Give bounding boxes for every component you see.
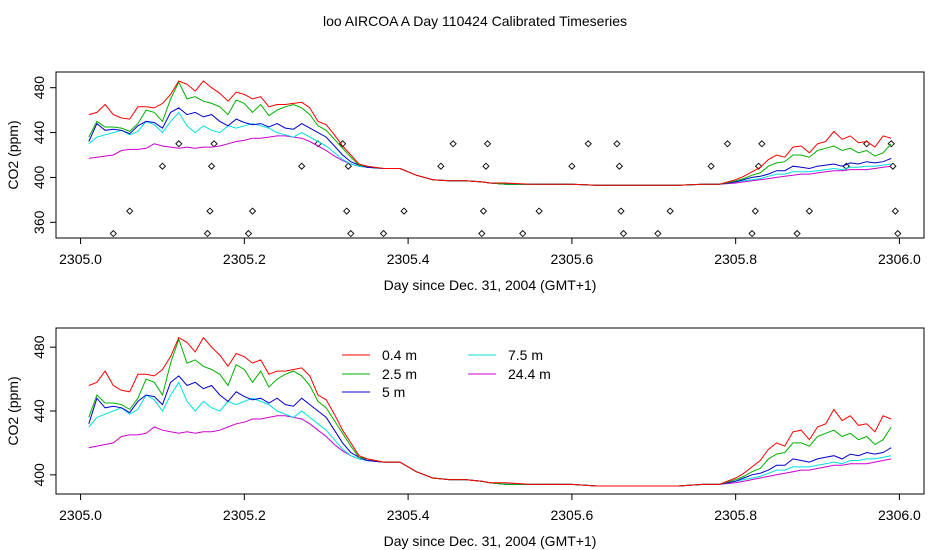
data-marker bbox=[478, 229, 486, 238]
data-marker bbox=[793, 229, 801, 238]
panel-2-y-label: CO2 (ppm) bbox=[5, 376, 21, 445]
panel-2: 400 440 480 2305.0 2305.2 2305.4 2305.6 2305.8… bbox=[5, 327, 925, 549]
panel-1-x-label: Day since Dec. 31, 2004 (GMT+1) bbox=[384, 277, 597, 293]
x-tick-label: 2305.8 bbox=[714, 251, 757, 267]
y-tick-label: 400 bbox=[31, 463, 47, 487]
data-marker bbox=[748, 229, 756, 238]
panel-1-x-ticks: 2305.0 2305.2 2305.4 2305.6 2305.8 2306.0 bbox=[59, 238, 921, 267]
data-marker bbox=[894, 229, 902, 238]
panel-2-x-ticks: 2305.0 2305.2 2305.4 2305.6 2305.8 2306.0 bbox=[59, 494, 921, 523]
data-marker bbox=[343, 207, 351, 215]
x-tick-label: 2305.8 bbox=[714, 507, 757, 523]
data-marker bbox=[568, 162, 576, 170]
data-marker bbox=[519, 229, 527, 238]
data-marker bbox=[298, 162, 306, 170]
panel-1-lines bbox=[88, 80, 892, 186]
data-marker bbox=[210, 140, 218, 148]
panel-1-frame bbox=[55, 71, 925, 239]
panel-1-y-ticks: 360 400 440 480 bbox=[31, 76, 56, 234]
data-marker bbox=[805, 207, 813, 215]
data-marker bbox=[175, 140, 183, 148]
series-line-7-5-m bbox=[88, 111, 892, 186]
legend-label: 24.4 m bbox=[508, 366, 551, 382]
series-line-0-4-m bbox=[88, 80, 892, 186]
data-marker bbox=[244, 229, 253, 238]
data-marker bbox=[400, 207, 408, 215]
data-marker bbox=[207, 162, 216, 170]
panel-2-x-label: Day since Dec. 31, 2004 (GMT+1) bbox=[384, 533, 597, 549]
legend-label: 5 m bbox=[382, 384, 405, 400]
panel-2-lines bbox=[88, 336, 892, 487]
y-tick-label: 440 bbox=[31, 121, 47, 145]
data-marker bbox=[887, 140, 895, 148]
y-tick-label: 360 bbox=[31, 210, 47, 234]
data-marker bbox=[437, 162, 445, 170]
data-marker bbox=[891, 207, 899, 215]
x-tick-label: 2305.2 bbox=[223, 507, 266, 523]
data-marker bbox=[666, 207, 674, 215]
x-tick-label: 2305.0 bbox=[59, 251, 102, 267]
data-marker bbox=[344, 162, 352, 170]
data-marker bbox=[379, 229, 388, 238]
x-tick-label: 2305.6 bbox=[550, 251, 593, 267]
x-tick-label: 2306.0 bbox=[878, 251, 921, 267]
x-tick-label: 2305.6 bbox=[550, 507, 593, 523]
y-tick-label: 480 bbox=[31, 335, 47, 359]
data-marker bbox=[248, 207, 257, 215]
x-tick-label: 2306.0 bbox=[878, 507, 921, 523]
data-marker bbox=[723, 140, 732, 148]
legend-label: 0.4 m bbox=[382, 347, 417, 363]
panel-2-y-ticks: 400 440 480 bbox=[31, 335, 56, 487]
panel-2-frame bbox=[55, 327, 925, 495]
y-tick-label: 440 bbox=[31, 399, 47, 423]
legend-label: 2.5 m bbox=[382, 366, 417, 382]
data-marker bbox=[482, 162, 490, 170]
data-marker bbox=[203, 229, 212, 238]
y-tick-label: 480 bbox=[31, 76, 47, 100]
data-marker bbox=[707, 162, 715, 170]
data-marker bbox=[615, 162, 624, 170]
data-marker bbox=[158, 162, 167, 170]
data-marker bbox=[754, 162, 763, 170]
series-line-2-5-m bbox=[88, 337, 892, 487]
legend-label: 7.5 m bbox=[508, 347, 543, 363]
data-marker bbox=[449, 140, 457, 148]
data-marker bbox=[483, 140, 492, 148]
series-line-2-5-m bbox=[88, 80, 892, 186]
data-marker bbox=[109, 229, 117, 238]
panel-1-markers bbox=[109, 140, 902, 238]
x-tick-label: 2305.2 bbox=[223, 251, 266, 267]
data-marker bbox=[347, 229, 355, 238]
x-tick-label: 2305.4 bbox=[387, 251, 430, 267]
figure-title: loo AIRCOA A Day 110424 Calibrated Times… bbox=[323, 13, 627, 29]
series-line-24-4-m bbox=[88, 415, 892, 487]
data-marker bbox=[613, 140, 621, 148]
panel-1-y-label: CO2 (ppm) bbox=[5, 120, 21, 189]
data-marker bbox=[535, 207, 543, 215]
data-marker bbox=[617, 207, 625, 215]
series-line-0-4-m bbox=[88, 336, 892, 487]
data-marker bbox=[758, 140, 766, 148]
data-marker bbox=[889, 162, 897, 170]
data-marker bbox=[654, 229, 662, 238]
y-tick-label: 400 bbox=[31, 166, 47, 190]
x-tick-label: 2305.0 bbox=[59, 507, 102, 523]
data-marker bbox=[619, 229, 628, 238]
data-marker bbox=[751, 207, 759, 215]
panel-2-legend: 0.4 m 2.5 m 5 m 7.5 m 24.4 m bbox=[342, 347, 551, 400]
series-line-5-m bbox=[88, 375, 892, 487]
data-marker bbox=[206, 207, 214, 215]
data-marker bbox=[584, 140, 592, 148]
series-line-7-5-m bbox=[88, 381, 892, 487]
data-marker bbox=[479, 207, 488, 215]
x-tick-label: 2305.4 bbox=[387, 507, 430, 523]
data-marker bbox=[126, 207, 134, 215]
